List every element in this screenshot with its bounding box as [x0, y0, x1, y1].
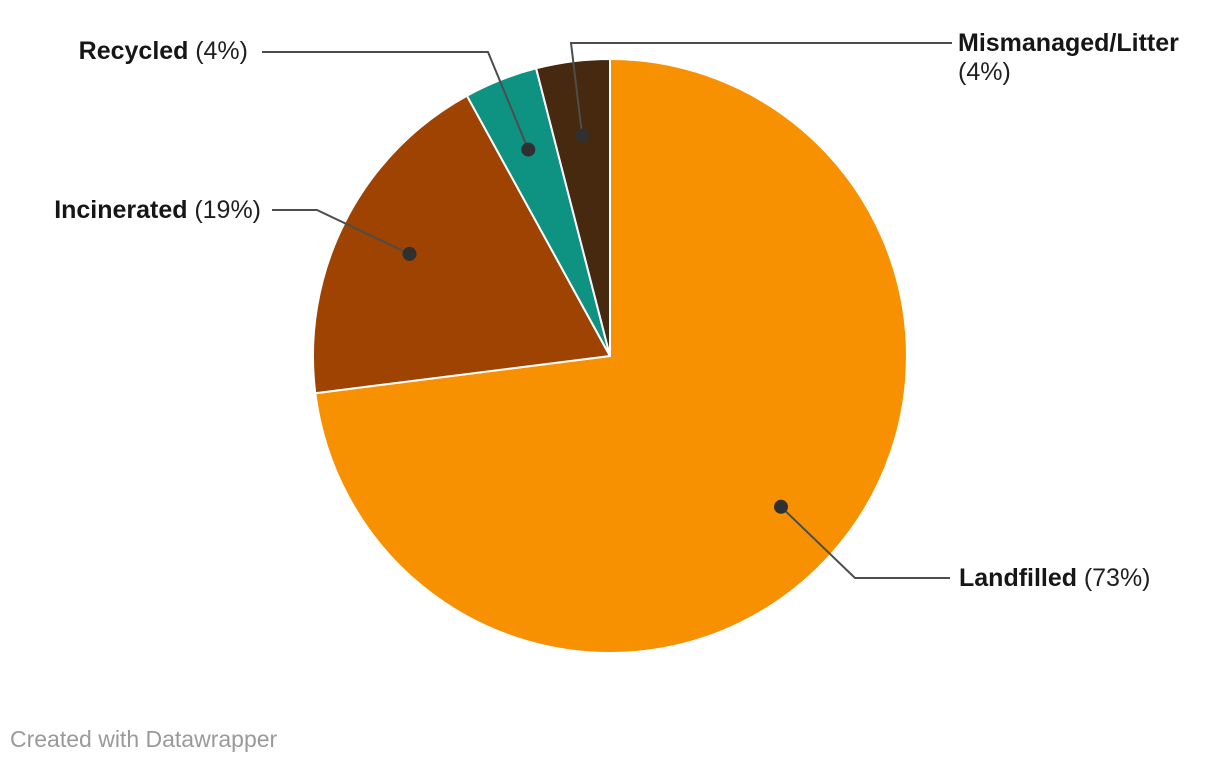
leader-incinerated [272, 209, 417, 261]
slice-label-landfilled: Landfilled (73%) [959, 564, 1151, 593]
slice-label-recycled: Recycled (4%) [79, 37, 248, 66]
slice-name-mismanaged-litter: Mismanaged/Litter [958, 29, 1179, 57]
pie-slice-landfilled[interactable] [314, 58, 908, 654]
leader-dot-mismanaged-litter [575, 128, 590, 143]
slice-pct-mismanaged-litter: (4%) [958, 58, 1011, 86]
leader-dot-landfilled [774, 499, 788, 514]
slice-label-incinerated: Incinerated (19%) [54, 196, 261, 225]
slice-name-incinerated: Incinerated [54, 196, 188, 224]
leader-dot-incinerated [402, 246, 417, 261]
leader-line-mismanaged-litter [569, 42, 952, 136]
slice-pct-recycled: (4%) [195, 37, 248, 65]
leader-line-recycled [262, 51, 530, 150]
slice-pct-landfilled: (73%) [1083, 564, 1151, 592]
pie-slice-incinerated[interactable] [312, 94, 611, 395]
leader-dot-recycled [521, 142, 536, 157]
slice-label-mismanaged-litter: Mismanaged/Litter (4%) [958, 29, 1179, 87]
leader-landfilled [774, 499, 950, 579]
slice-pct-incinerated: (19%) [194, 196, 261, 224]
leader-line-incinerated [272, 209, 410, 255]
leader-line-landfilled [780, 506, 950, 579]
slice-name-landfilled: Landfilled [959, 564, 1078, 592]
leader-recycled [262, 51, 536, 157]
datawrapper-credit-link[interactable]: Created with Datawrapper [10, 726, 278, 752]
leader-mismanaged-litter [569, 42, 952, 143]
slice-name-recycled: Recycled [78, 37, 189, 65]
